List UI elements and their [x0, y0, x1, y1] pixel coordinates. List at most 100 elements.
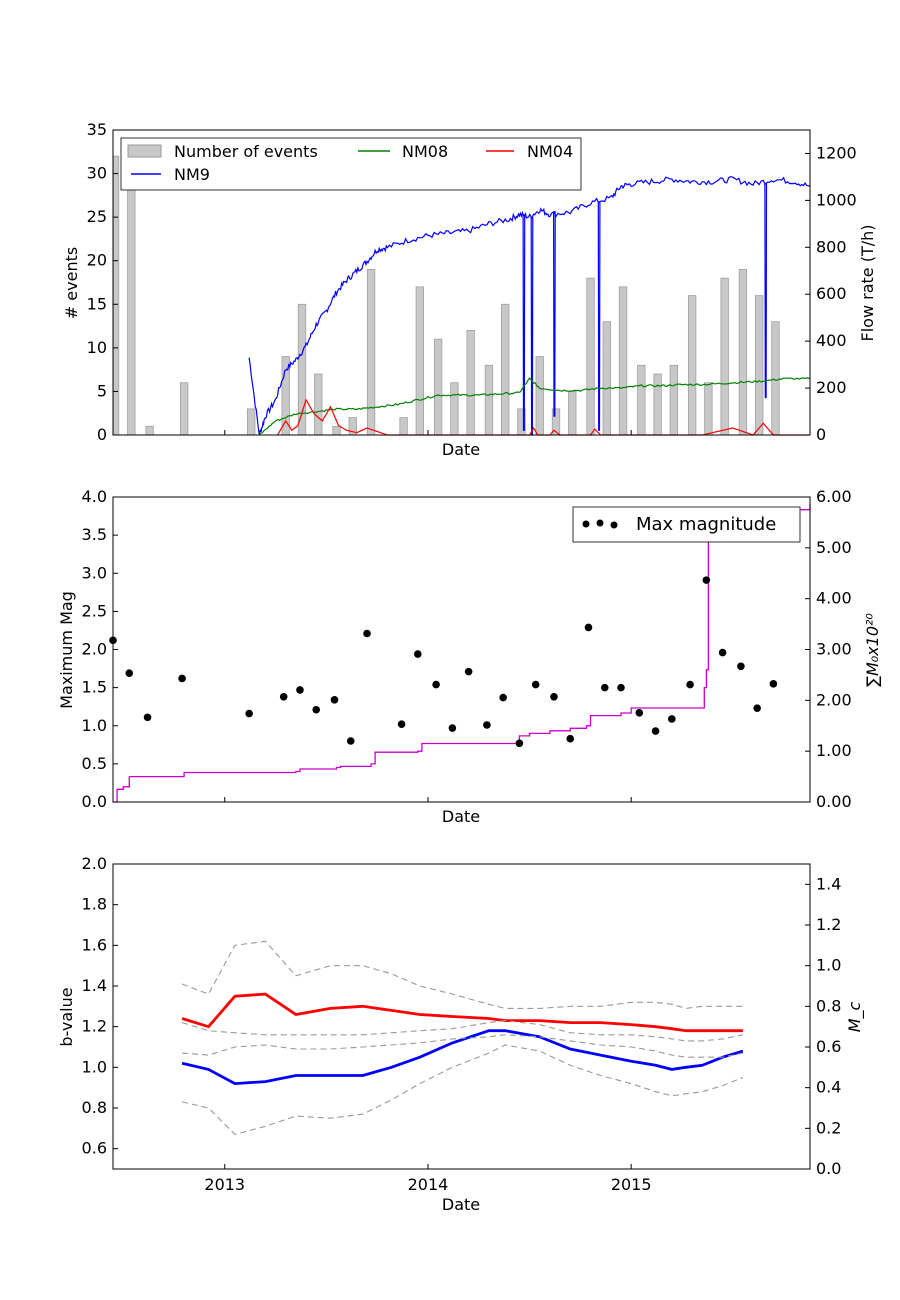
legend: Max magnitude	[572, 506, 801, 543]
plot-frame	[112, 496, 811, 803]
magnitude-point	[635, 708, 644, 717]
tick-label: 6.00	[816, 487, 852, 506]
event-bar	[179, 382, 189, 436]
magnitude-point	[515, 739, 524, 748]
magnitude-point	[312, 705, 321, 714]
magnitude-point	[125, 669, 134, 677]
tick-label: 400	[816, 331, 847, 350]
tick-label: 600	[816, 284, 847, 303]
magnitude-point	[279, 692, 288, 701]
magnitude-point	[600, 683, 609, 692]
magnitude-point	[584, 623, 593, 632]
tick-label: 0.8	[816, 996, 841, 1015]
magnitude-point	[397, 720, 406, 729]
legend-marker	[596, 519, 604, 527]
cumulative-moment-line	[113, 504, 811, 803]
b-value-and-mc-lines	[181, 940, 744, 1136]
tick-label: 3.0	[82, 563, 107, 582]
event-bar	[771, 321, 780, 436]
event-bar	[755, 295, 764, 436]
legend-marker	[610, 521, 618, 529]
event-bar	[466, 330, 475, 436]
y2-axis-label: M_c	[845, 1002, 865, 1033]
y-axis-label: # events	[62, 247, 81, 319]
x-axis-label: Date	[442, 807, 480, 826]
event-bar	[602, 321, 611, 436]
magnitude-point	[363, 629, 371, 638]
tick-label: 0.0	[816, 1159, 841, 1178]
tick-label: 1000	[816, 190, 857, 209]
event-bar	[568, 391, 577, 436]
tick-label: 15	[87, 294, 107, 313]
legend-label: NM08	[402, 142, 448, 161]
x-axis-label: Date	[442, 440, 480, 459]
series-mc	[181, 992, 743, 1033]
event-bar	[586, 277, 595, 436]
tick-label: 800	[816, 237, 847, 256]
tick-label: 5	[97, 381, 107, 400]
tick-label: 0.00	[816, 792, 852, 811]
event-count-bars	[112, 155, 780, 436]
tick-label: 0.6	[82, 1139, 107, 1158]
event-bar	[720, 277, 729, 436]
tick-label: 2.0	[82, 640, 107, 659]
y-axis-label: b-value	[57, 987, 76, 1046]
magnitude-point	[686, 680, 694, 689]
left-axis-ticks: 0 5 10 15 20 25 30 35	[87, 120, 118, 444]
magnitude-point	[753, 704, 761, 713]
magnitude-point	[718, 648, 727, 657]
magnitude-point	[499, 693, 507, 702]
event-bar	[653, 373, 662, 436]
x-axis-label: Date	[442, 1195, 480, 1214]
event-bar	[450, 382, 459, 436]
tick-label: 2015	[611, 1175, 652, 1194]
event-bar	[366, 269, 376, 436]
magnitude-point	[651, 727, 660, 735]
tick-label: 4.0	[82, 487, 107, 506]
magnitude-point	[531, 680, 540, 689]
flow-line-nm9	[248, 175, 811, 436]
cumulative-moment	[113, 504, 811, 803]
magnitude-point	[464, 667, 473, 676]
event-bar	[738, 269, 748, 436]
tick-label: 1.4	[82, 976, 107, 995]
tick-label: 10	[87, 338, 107, 357]
legend-label: Number of events	[174, 142, 318, 161]
tick-label: 2013	[204, 1175, 245, 1194]
magnitude-point	[330, 696, 339, 704]
legend-box	[120, 137, 582, 191]
tick-label: 35	[87, 120, 107, 139]
tick-label: 0.5	[82, 754, 107, 773]
event-bar	[314, 373, 323, 436]
magnitude-point	[668, 715, 676, 723]
magnitude-point	[566, 734, 575, 743]
magnitude-point	[245, 709, 253, 718]
event-bar	[618, 286, 628, 436]
tick-label: 1.4	[816, 874, 841, 893]
event-bar	[399, 417, 408, 436]
magnitude-point	[414, 650, 422, 658]
series-b-upper	[181, 940, 743, 1009]
right-axis-ticks: 0.0 0.2 0.4 0.6 0.8 1.0 1.2 1.4	[805, 874, 841, 1178]
tick-label: 25	[87, 207, 107, 226]
left-axis-ticks: 0.6 0.8 1.0 1.2 1.4 1.6 1.8 2.0	[82, 854, 118, 1158]
tick-label: 2.0	[82, 854, 107, 873]
tick-label: 1200	[816, 143, 857, 162]
tick-label: 5.00	[816, 538, 852, 557]
legend-label: NM9	[174, 165, 210, 184]
x-axis-ticks: 2013 2014 2015	[204, 430, 652, 1194]
magnitude-point	[346, 737, 355, 745]
tick-label: 0.4	[816, 1078, 841, 1097]
tick-label: 30	[87, 164, 107, 183]
magnitude-point	[702, 576, 711, 584]
tick-label: 2.00	[816, 690, 852, 709]
legend-swatch-events	[127, 144, 162, 158]
magnitude-point	[178, 674, 186, 683]
series-b-value	[181, 1029, 744, 1086]
legend: Number of events NM08 NM04 NM9	[120, 137, 582, 191]
flow-line-nm08	[258, 377, 811, 435]
tick-label: 1.2	[82, 1017, 107, 1036]
event-bar	[687, 295, 697, 436]
tick-label: 2.5	[82, 601, 107, 620]
event-bar	[704, 382, 713, 436]
